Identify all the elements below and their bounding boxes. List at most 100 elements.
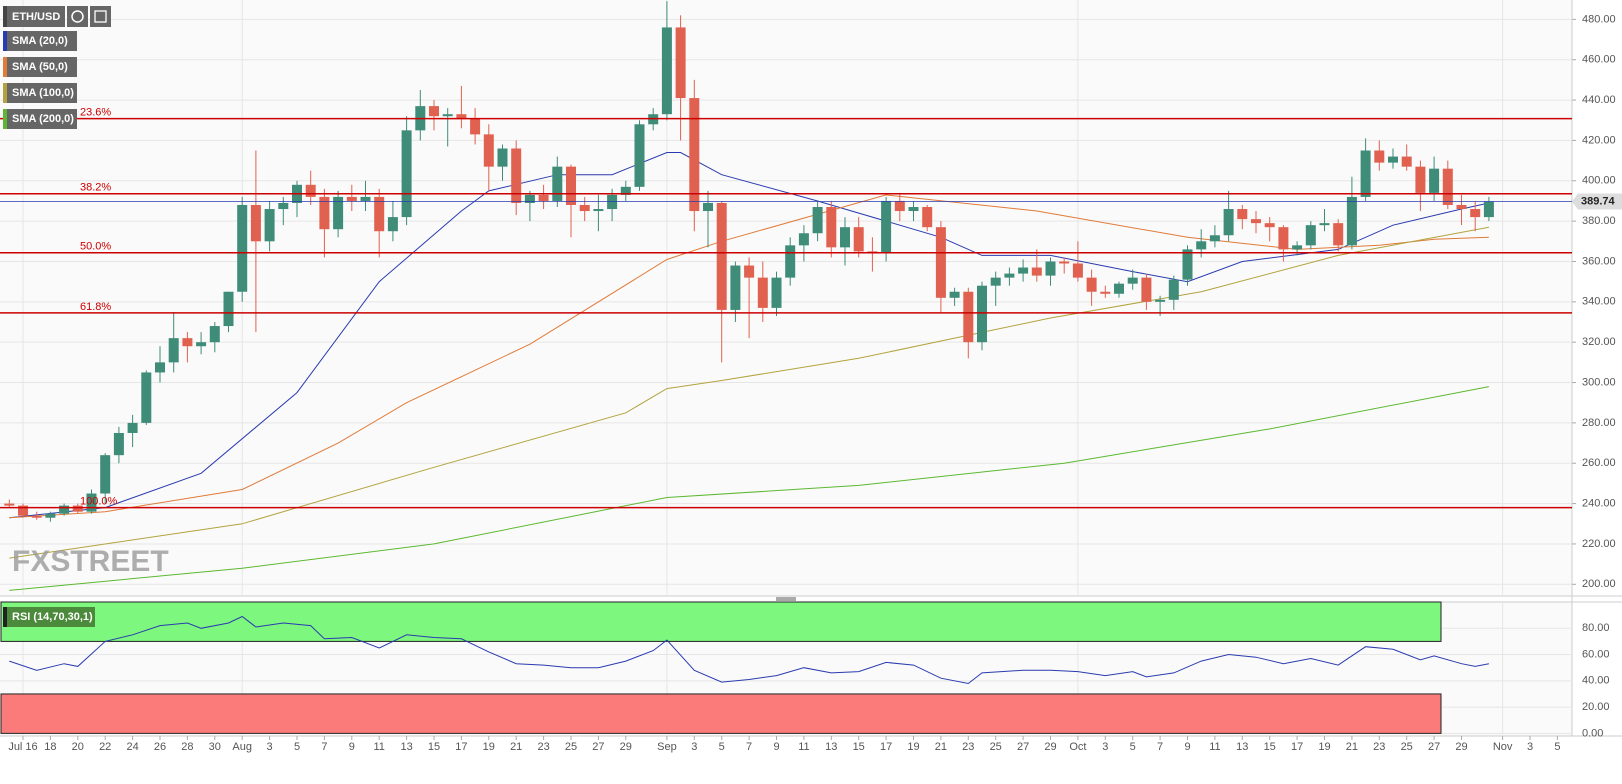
fib-label: 50.0%: [80, 241, 111, 253]
candles: [4, 1, 1494, 522]
candle-body: [716, 202, 727, 310]
x-tick-label: 15: [853, 741, 865, 753]
fib-label: 38.2%: [80, 182, 111, 194]
watermark: FXSTREET: [12, 545, 169, 578]
candle-body: [744, 265, 755, 278]
x-tick-label: 29: [1455, 741, 1467, 753]
settings-button[interactable]: [90, 6, 111, 27]
x-tick-label: 25: [1401, 741, 1413, 753]
x-tick-label: 23: [962, 741, 974, 753]
x-tick-label: 26: [154, 741, 166, 753]
x-tick-label: 13: [1236, 741, 1248, 753]
candle-body: [196, 342, 207, 347]
candle-body: [209, 326, 220, 343]
candle-body: [1209, 235, 1220, 242]
candle-body: [689, 98, 700, 212]
x-tick-label: 19: [483, 741, 495, 753]
candle-body: [1346, 196, 1357, 246]
candle-body: [1374, 150, 1385, 163]
candle-body: [483, 134, 494, 167]
candle-body: [374, 196, 385, 232]
candle-body: [1333, 223, 1344, 246]
x-tick-label: 9: [1184, 741, 1190, 753]
candle-body: [935, 227, 946, 298]
candle-body: [1483, 201, 1494, 218]
legend-bg: [3, 83, 77, 103]
x-tick-label: 19: [1318, 741, 1330, 753]
legend-swatch: [3, 607, 7, 627]
candle-body: [881, 200, 892, 254]
candle-body: [4, 503, 15, 506]
x-tick-label: 27: [1428, 741, 1440, 753]
candle-body: [155, 362, 165, 373]
x-tick-label: 11: [373, 741, 384, 753]
candle-body: [223, 291, 234, 327]
rsi-zone: [0, 601, 1442, 642]
candle-body: [1100, 291, 1111, 294]
candle-body: [785, 245, 796, 278]
resize-handle[interactable]: [776, 597, 796, 601]
candle-body: [1388, 156, 1398, 163]
candle-body: [168, 338, 179, 363]
x-tick-label: 21: [935, 741, 947, 753]
refresh-button[interactable]: [67, 6, 88, 27]
candle-body: [990, 277, 1001, 286]
candle-body: [1429, 168, 1440, 193]
candle-body: [1470, 209, 1481, 218]
candle-body: [1237, 209, 1248, 220]
candle-body: [1045, 261, 1056, 276]
candle-body: [949, 291, 960, 298]
y-tick-label: 320.00: [1582, 336, 1616, 348]
candle-body: [250, 204, 261, 242]
x-tick-label: 18: [44, 741, 56, 753]
legend-label: RSI (14,70,30,1): [12, 611, 93, 623]
candle-body: [456, 114, 467, 119]
legend-bg: [3, 109, 77, 129]
candle-body: [703, 202, 713, 212]
candle-body: [1319, 223, 1330, 226]
x-tick-label: 27: [1017, 741, 1029, 753]
candle-body: [1127, 277, 1138, 284]
candle-body: [72, 505, 83, 512]
y-tick-label: 380.00: [1582, 215, 1616, 227]
candle-body: [922, 207, 933, 228]
candle-body: [1305, 225, 1316, 246]
legend-label: SMA (50,0): [12, 61, 68, 73]
x-tick-label: 25: [990, 741, 1002, 753]
symbol-strip: [3, 6, 7, 27]
x-tick-label: 13: [825, 741, 837, 753]
candle-body: [853, 227, 864, 252]
line: [9, 152, 1490, 519]
candle-body: [1155, 299, 1166, 302]
rsi-tick-label: 20.00: [1582, 701, 1610, 713]
candle-body: [333, 196, 344, 230]
candle-body: [675, 27, 686, 99]
y-tick-label: 340.00: [1582, 296, 1616, 308]
candle-body: [1223, 209, 1234, 236]
candle-body: [1251, 219, 1261, 224]
candle-body: [18, 505, 28, 516]
y-tick-label: 420.00: [1582, 134, 1616, 146]
candle-body: [264, 209, 275, 242]
x-tick-label: 9: [349, 741, 355, 753]
candle-body: [908, 207, 919, 212]
x-tick-label: Nov: [1493, 741, 1513, 753]
candle-body: [305, 184, 316, 197]
candle-body: [963, 291, 974, 343]
x-tick-label: 21: [1346, 741, 1358, 753]
line: [9, 615, 1489, 685]
legend-bg: [3, 607, 95, 627]
candle-body: [620, 186, 631, 195]
legend-swatch: [3, 109, 7, 129]
candle-body: [1264, 223, 1275, 228]
candle-body: [1072, 263, 1083, 278]
x-tick-label: 30: [209, 741, 221, 753]
symbol-box: ETH/USD: [3, 6, 111, 27]
y-tick-label: 260.00: [1582, 457, 1616, 469]
axis-labels: 200.00220.00240.00260.00280.00300.00320.…: [8, 13, 1622, 753]
candle-body: [31, 515, 42, 518]
fib-label: 100.0%: [80, 496, 118, 508]
x-tick-label: 3: [1527, 741, 1533, 753]
